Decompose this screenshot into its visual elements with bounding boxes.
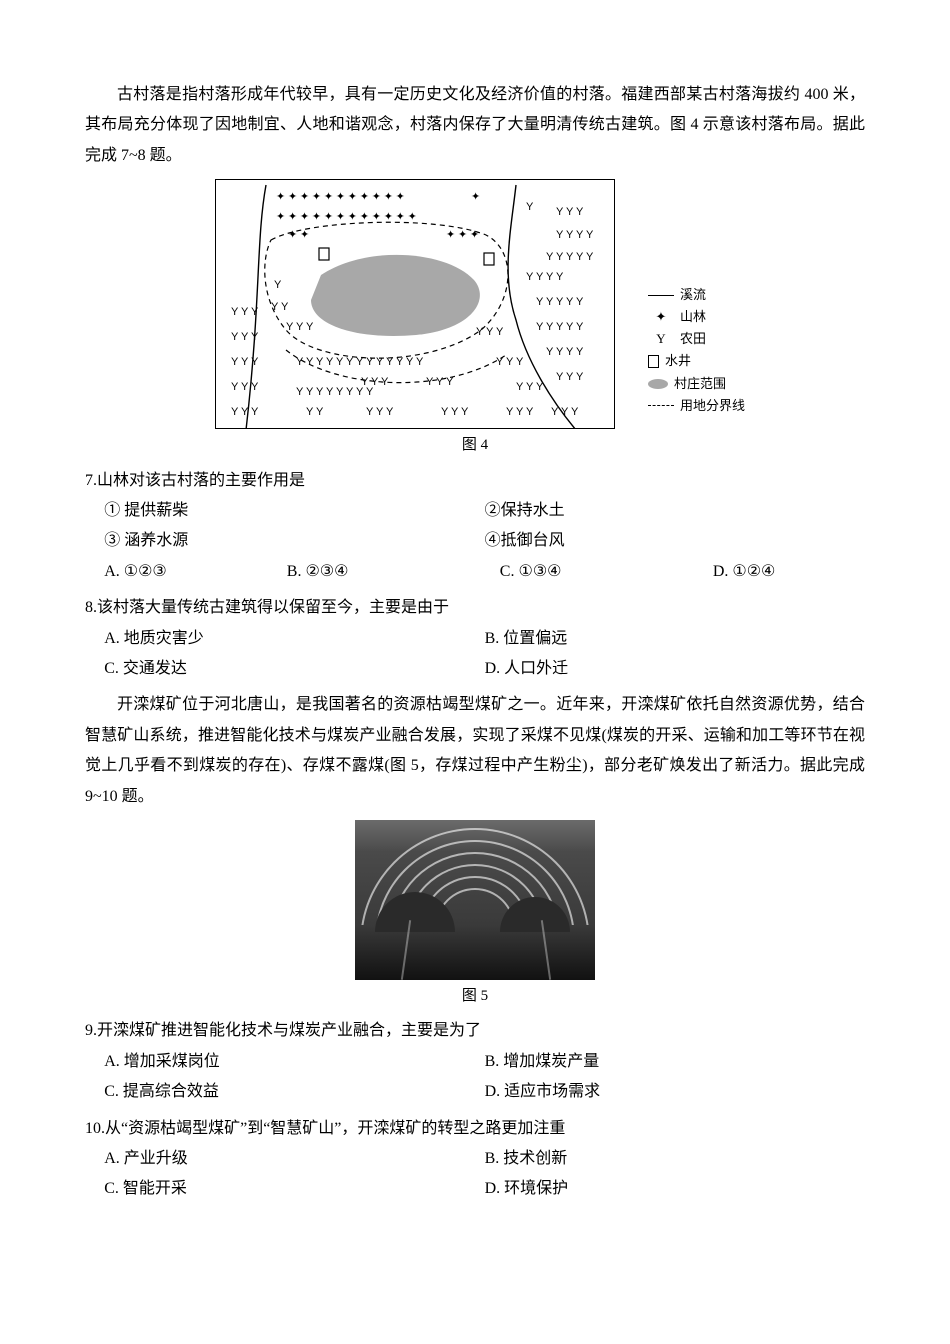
svg-text:Y Y Y Y: Y Y Y Y — [556, 229, 594, 241]
svg-text:✦ ✦: ✦ ✦ — [288, 229, 309, 241]
svg-text:✦: ✦ — [471, 191, 480, 203]
figure-4: Y Y Y Y Y Y Y Y Y Y Y Y Y Y Y Y Y Y Y Y … — [85, 179, 865, 460]
legend-stream: 溪流 — [680, 284, 706, 306]
figure-5-caption: 图 5 — [85, 982, 865, 1011]
svg-text:✦ ✦ ✦ ✦ ✦ ✦ ✦ ✦ ✦ ✦ ✦ ✦: ✦ ✦ ✦ ✦ ✦ ✦ ✦ ✦ ✦ ✦ ✦ ✦ — [276, 211, 417, 223]
q10-option-b: B. 技术创新 — [485, 1144, 865, 1174]
question-8: 8.该村落大量传统古建筑得以保留至今，主要是由于 A. 地质灾害少 B. 位置偏… — [85, 593, 865, 684]
svg-text:Y Y Y: Y Y Y — [231, 306, 259, 318]
svg-text:Y Y Y: Y Y Y — [496, 356, 524, 368]
q7-statement-2: ②保持水土 — [485, 496, 865, 526]
q10-option-c: C. 智能开采 — [104, 1174, 484, 1204]
svg-text:Y Y Y Y Y: Y Y Y Y Y — [536, 321, 584, 333]
q10-option-a: A. 产业升级 — [104, 1144, 484, 1174]
legend-forest-icon: ✦ — [648, 306, 674, 328]
svg-text:Y Y Y: Y Y Y — [476, 326, 504, 338]
legend-well: 水井 — [665, 350, 691, 372]
q7-statement-1: ① 提供薪柴 — [104, 496, 484, 526]
svg-text:Y: Y — [526, 201, 534, 213]
question-10: 10.从“资源枯竭型煤矿”到“智慧矿山”，开滦煤矿的转型之路更加注重 A. 产业… — [85, 1114, 865, 1205]
q8-option-b: B. 位置偏远 — [485, 624, 865, 654]
svg-text:Y Y Y: Y Y Y — [231, 381, 259, 393]
svg-text:✦ ✦ ✦: ✦ ✦ ✦ — [446, 229, 479, 241]
legend-farm-icon: Y — [648, 328, 674, 350]
q7-statement-3: ③ 涵养水源 — [104, 526, 484, 556]
q7-option-d: D. ①②④ — [713, 557, 865, 587]
q9-option-a: A. 增加采煤岗位 — [104, 1047, 484, 1077]
passage-2: 开滦煤矿位于河北唐山，是我国著名的资源枯竭型煤矿之一。近年来，开滦煤矿依托自然资… — [85, 690, 865, 812]
svg-text:Y Y Y: Y Y Y — [556, 371, 584, 383]
svg-text:Y Y Y: Y Y Y — [556, 206, 584, 218]
legend-village-icon — [648, 379, 668, 389]
passage-1: 古村落是指村落形成年代较早，具有一定历史文化及经济价值的村落。福建西部某古村落海… — [85, 80, 865, 171]
legend-stream-icon — [648, 295, 674, 296]
legend-boundary-icon — [648, 405, 674, 406]
q10-stem: 10.从“资源枯竭型煤矿”到“智慧矿山”，开滦煤矿的转型之路更加注重 — [85, 1114, 865, 1144]
q9-stem: 9.开滦煤矿推进智能化技术与煤炭产业融合，主要是为了 — [85, 1016, 865, 1046]
q7-stem: 7.山林对该古村落的主要作用是 — [85, 466, 865, 496]
svg-text:Y Y Y: Y Y Y — [231, 406, 259, 418]
q8-option-d: D. 人口外迁 — [485, 654, 865, 684]
svg-text:Y: Y — [274, 279, 282, 291]
q9-option-d: D. 适应市场需求 — [485, 1077, 865, 1107]
svg-text:Y Y Y Y Y: Y Y Y Y Y — [546, 251, 594, 263]
svg-text:Y Y Y Y: Y Y Y Y — [526, 271, 564, 283]
figure-5-graphic — [355, 820, 595, 980]
q10-option-d: D. 环境保护 — [485, 1174, 865, 1204]
svg-text:✦ ✦ ✦ ✦ ✦ ✦ ✦ ✦ ✦ ✦ ✦: ✦ ✦ ✦ ✦ ✦ ✦ ✦ ✦ ✦ ✦ ✦ — [276, 191, 405, 203]
svg-text:Y Y Y Y Y: Y Y Y Y Y — [536, 296, 584, 308]
legend-forest: 山林 — [680, 306, 706, 328]
svg-text:Y Y Y: Y Y Y — [426, 376, 454, 388]
q9-option-b: B. 增加煤炭产量 — [485, 1047, 865, 1077]
svg-text:Y Y Y Y Y Y Y Y Y Y Y Y Y: Y Y Y Y Y Y Y Y Y Y Y Y Y — [296, 356, 424, 368]
figure-4-legend: 溪流 ✦ 山林 Y 农田 水井 村庄范围 用地分界线 — [648, 284, 745, 417]
figure-5: 图 5 — [85, 820, 865, 1011]
q7-option-c: C. ①③④ — [500, 557, 713, 587]
q9-option-c: C. 提高综合效益 — [104, 1077, 484, 1107]
legend-farmland: 农田 — [680, 328, 706, 350]
q7-option-b: B. ②③④ — [287, 557, 500, 587]
svg-text:Y Y Y Y: Y Y Y Y — [546, 346, 584, 358]
figure-4-caption: 图 4 — [85, 431, 865, 460]
svg-text:Y Y Y Y Y Y Y Y: Y Y Y Y Y Y Y Y — [296, 386, 374, 398]
q8-stem: 8.该村落大量传统古建筑得以保留至今，主要是由于 — [85, 593, 865, 623]
legend-boundary: 用地分界线 — [680, 395, 745, 417]
svg-text:Y Y Y: Y Y Y — [286, 321, 314, 333]
legend-well-icon — [648, 355, 659, 368]
question-9: 9.开滦煤矿推进智能化技术与煤炭产业融合，主要是为了 A. 增加采煤岗位 B. … — [85, 1016, 865, 1107]
q8-option-a: A. 地质灾害少 — [104, 624, 484, 654]
svg-text:Y Y Y: Y Y Y — [506, 406, 534, 418]
q7-statement-4: ④抵御台风 — [485, 526, 865, 556]
svg-text:Y Y Y: Y Y Y — [231, 356, 259, 368]
figure-4-map: Y Y Y Y Y Y Y Y Y Y Y Y Y Y Y Y Y Y Y Y … — [215, 179, 615, 429]
svg-text:Y Y Y: Y Y Y — [366, 406, 394, 418]
svg-text:Y Y Y: Y Y Y — [516, 381, 544, 393]
figure-4-graphic: Y Y Y Y Y Y Y Y Y Y Y Y Y Y Y Y Y Y Y Y … — [215, 179, 735, 429]
question-7: 7.山林对该古村落的主要作用是 ① 提供薪柴 ②保持水土 ③ 涵养水源 ④抵御台… — [85, 466, 865, 588]
svg-text:Y Y: Y Y — [306, 406, 324, 418]
q8-option-c: C. 交通发达 — [104, 654, 484, 684]
svg-text:Y Y Y: Y Y Y — [441, 406, 469, 418]
legend-village: 村庄范围 — [674, 373, 726, 395]
figure-4-svg: Y Y Y Y Y Y Y Y Y Y Y Y Y Y Y Y Y Y Y Y … — [216, 180, 615, 429]
q7-option-a: A. ①②③ — [104, 557, 287, 587]
